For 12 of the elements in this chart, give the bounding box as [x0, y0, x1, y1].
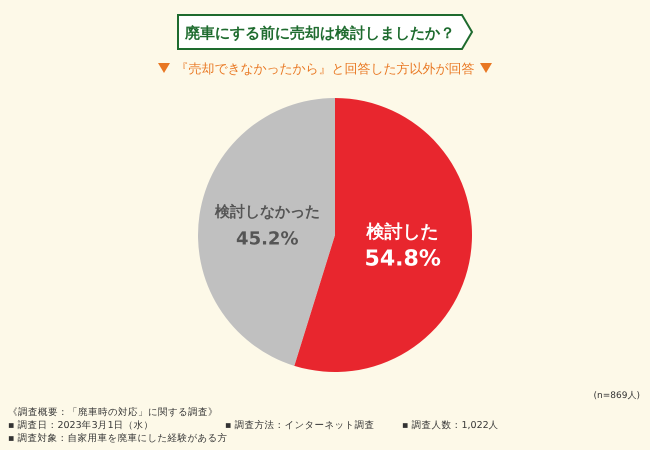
chart-title: 廃車にする前に売却は検討しましたか？ — [184, 24, 455, 42]
data-label: 45.2% — [236, 228, 299, 250]
text: ▪ 調査人数：1,022人 — [402, 419, 499, 431]
text: 《調査概要：「廃車時の対応」に関する調査》 — [8, 406, 218, 418]
slice-label: 検討しなかった — [214, 202, 320, 221]
text: ▪ 調査方法：インターネット調査 — [225, 419, 374, 431]
data-label: 54.8% — [364, 246, 441, 272]
text: ▪ 調査対象：自家用車を廃車にした経験がある方 — [8, 432, 228, 444]
text: (n=869人) — [594, 390, 640, 401]
slice-label: 検討した — [366, 221, 439, 242]
text: ▪ 調査日：2023年3月1日（水） — [8, 419, 154, 431]
chart-subtitle: 『売却できなかったから』と回答した方以外が回答 — [176, 61, 474, 77]
